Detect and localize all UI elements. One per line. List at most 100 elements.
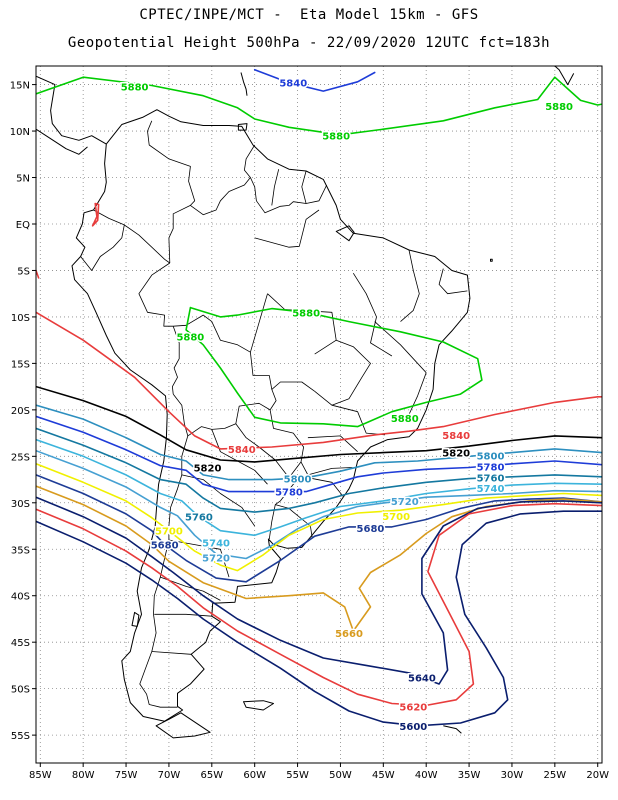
coastline-lesser-antilles <box>240 72 248 96</box>
lon-tick-label: 55W <box>286 770 309 781</box>
contour-5700 <box>36 463 602 572</box>
contour-5780 <box>36 415 602 493</box>
contours-layer <box>36 68 602 727</box>
contour-label-5600: 5600 <box>399 722 427 733</box>
border-brazil-states-ba <box>374 321 427 373</box>
lat-tick-label: 20S <box>11 406 30 417</box>
axis-ticks: 85W 80W 75W 70W 65W 60W 55W 50W 45W 40W 35W 30W 25W 2… <box>10 81 609 781</box>
border-peru-bolivia <box>172 326 180 395</box>
lat-tick-label: 25S <box>11 452 30 463</box>
border-brazil-states-pr <box>307 435 358 452</box>
border-ecuador-peru <box>80 224 125 271</box>
coastline-chiloe <box>131 611 140 627</box>
lat-tick-label: 45S <box>11 638 30 649</box>
lon-tick-label: 85W <box>29 770 52 781</box>
borders-layer <box>80 120 468 708</box>
contour-5780 <box>253 68 376 92</box>
lon-tick-label: 30W <box>501 770 524 781</box>
border-argentina-brazil <box>275 461 309 505</box>
border-brazil-states-sp <box>331 404 386 436</box>
contour-label-5840: 5840 <box>442 431 470 442</box>
border-venezuela-guyana <box>244 144 307 214</box>
contour-5660 <box>36 485 602 632</box>
contour-label-5820: 5820 <box>194 463 222 474</box>
contour-label-5820: 5820 <box>442 449 470 460</box>
contour-5880 <box>36 76 602 136</box>
border-brazil-states-para <box>267 293 337 341</box>
contour-labels-layer: 5880 5840 5880 5880 5880 5880 5880 5840 5840 5820… <box>119 77 574 734</box>
contour-5880-closed <box>185 306 483 428</box>
contour-5600 <box>36 510 602 727</box>
contour-5820 <box>36 385 602 463</box>
coastlines-layer <box>36 51 602 739</box>
contour-label-5840: 5840 <box>228 445 256 456</box>
chart-title-line-2: Geopotential Height 500hPa - 22/09/2020 … <box>67 35 551 51</box>
lat-tick-label: 55S <box>11 731 30 742</box>
lon-tick-label: 40W <box>415 770 438 781</box>
contour-label-5760: 5760 <box>185 513 213 524</box>
contour-label-5640: 5640 <box>408 674 436 685</box>
coastline-central-america-pacific <box>36 128 88 155</box>
lat-tick-label: 5S <box>17 266 30 277</box>
coastline-cape-verde <box>554 66 575 86</box>
contour-5720 <box>36 449 602 560</box>
lon-tick-label: 45W <box>372 770 395 781</box>
border-brazil-states-ne <box>352 272 393 357</box>
lat-tick-label: 15S <box>11 359 30 370</box>
contour-label-5840: 5840 <box>279 79 307 90</box>
lon-tick-label: 25W <box>544 770 567 781</box>
map-frame <box>35 65 603 764</box>
contour-label-5880: 5880 <box>121 82 149 93</box>
lat-tick-label: 15N <box>10 81 30 92</box>
border-venezuela-brazil <box>190 177 251 216</box>
border-uruguay-brazil <box>275 504 313 538</box>
coastline-falklands <box>243 700 274 711</box>
contour-label-5880: 5880 <box>391 414 419 425</box>
contour-label-5740: 5740 <box>202 539 230 550</box>
lon-tick-label: 75W <box>115 770 138 781</box>
contour-5760 <box>36 427 602 513</box>
contour-label-5880: 5880 <box>322 132 350 143</box>
contour-label-5880: 5880 <box>545 102 573 113</box>
contour-5800 <box>36 404 602 481</box>
contour-label-5800: 5800 <box>284 475 312 486</box>
contour-label-5740: 5740 <box>477 484 505 495</box>
border-suriname-fg <box>301 170 328 204</box>
contour-label-5880: 5880 <box>176 332 204 343</box>
border-colombia-venezuela <box>147 120 196 264</box>
border-arg-provinces-6 <box>151 651 192 655</box>
contour-label-5680: 5680 <box>357 524 385 535</box>
contour-label-5680: 5680 <box>151 541 179 552</box>
contour-label-5780: 5780 <box>275 488 303 499</box>
lat-tick-label: 5N <box>16 174 30 185</box>
contour-label-5880: 5880 <box>292 308 320 319</box>
contour-5680 <box>36 474 602 583</box>
border-brazil-states-rs <box>307 477 344 497</box>
contour-label-5660: 5660 <box>335 629 363 640</box>
coastline-hispaniola <box>131 51 182 59</box>
contour-label-5700: 5700 <box>382 512 410 523</box>
border-arg-provinces-5 <box>154 613 212 617</box>
contour-5620 <box>36 502 602 707</box>
border-brazil-states-go <box>314 339 371 406</box>
lon-tick-label: 60W <box>243 770 266 781</box>
lon-tick-label: 35W <box>458 770 481 781</box>
lat-tick-label: 40S <box>11 592 30 603</box>
contour-5840 <box>36 311 602 450</box>
lon-tick-label: 70W <box>158 770 181 781</box>
lon-tick-label: 50W <box>329 770 352 781</box>
lat-tick-label: 30S <box>11 499 30 510</box>
coastline-tierra-del-fuego <box>155 712 211 739</box>
lat-tick-label: 10S <box>11 313 30 324</box>
border-brazil-states-sc <box>307 467 353 476</box>
border-colombia-ecuador-peru <box>93 209 171 264</box>
contour-label-5720: 5720 <box>391 497 419 508</box>
contour-label-5800: 5800 <box>477 451 505 462</box>
contour-5640 <box>36 496 602 685</box>
coastline-puerto-rico <box>193 52 207 57</box>
coastline-central-america <box>36 75 107 145</box>
border-brazil-bolivia <box>173 314 277 411</box>
border-arg-provinces-1 <box>211 429 268 485</box>
contour-5840-closed <box>91 202 100 227</box>
